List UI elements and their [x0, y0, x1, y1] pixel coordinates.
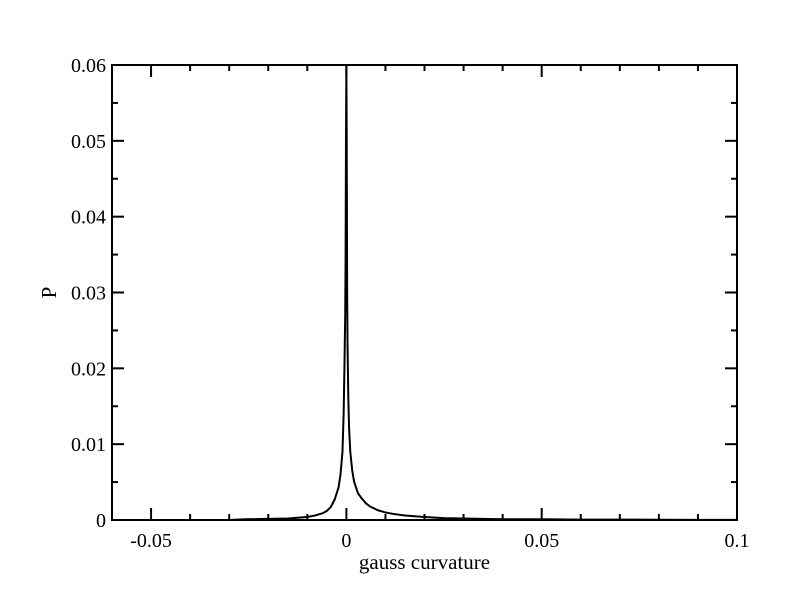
x-tick-label: 0.1	[725, 530, 750, 552]
x-tick-label: 0	[341, 530, 351, 552]
y-tick-label: 0.01	[71, 434, 106, 456]
series-line	[190, 64, 737, 521]
tick-labels: -0.05 0 0.05 0.1 0 0.01 0.02 0.03 0.04 0.05 0.06	[71, 55, 750, 552]
plot-frame	[111, 64, 738, 521]
y-tick-label: 0.05	[71, 131, 106, 153]
x-tick-label: 0.05	[524, 530, 559, 552]
y-axis-label: P	[37, 287, 61, 299]
y-tick-label: 0.04	[71, 207, 106, 229]
x-tick-label: -0.05	[130, 530, 172, 552]
y-tick-label: 0	[96, 510, 106, 532]
x-axis-label: gauss curvature	[359, 550, 490, 574]
y-tick-label: 0.03	[71, 283, 106, 305]
y-tick-label: 0.02	[71, 358, 106, 380]
y-tick-label: 0.06	[71, 55, 106, 77]
axis-ticks	[111, 64, 738, 521]
